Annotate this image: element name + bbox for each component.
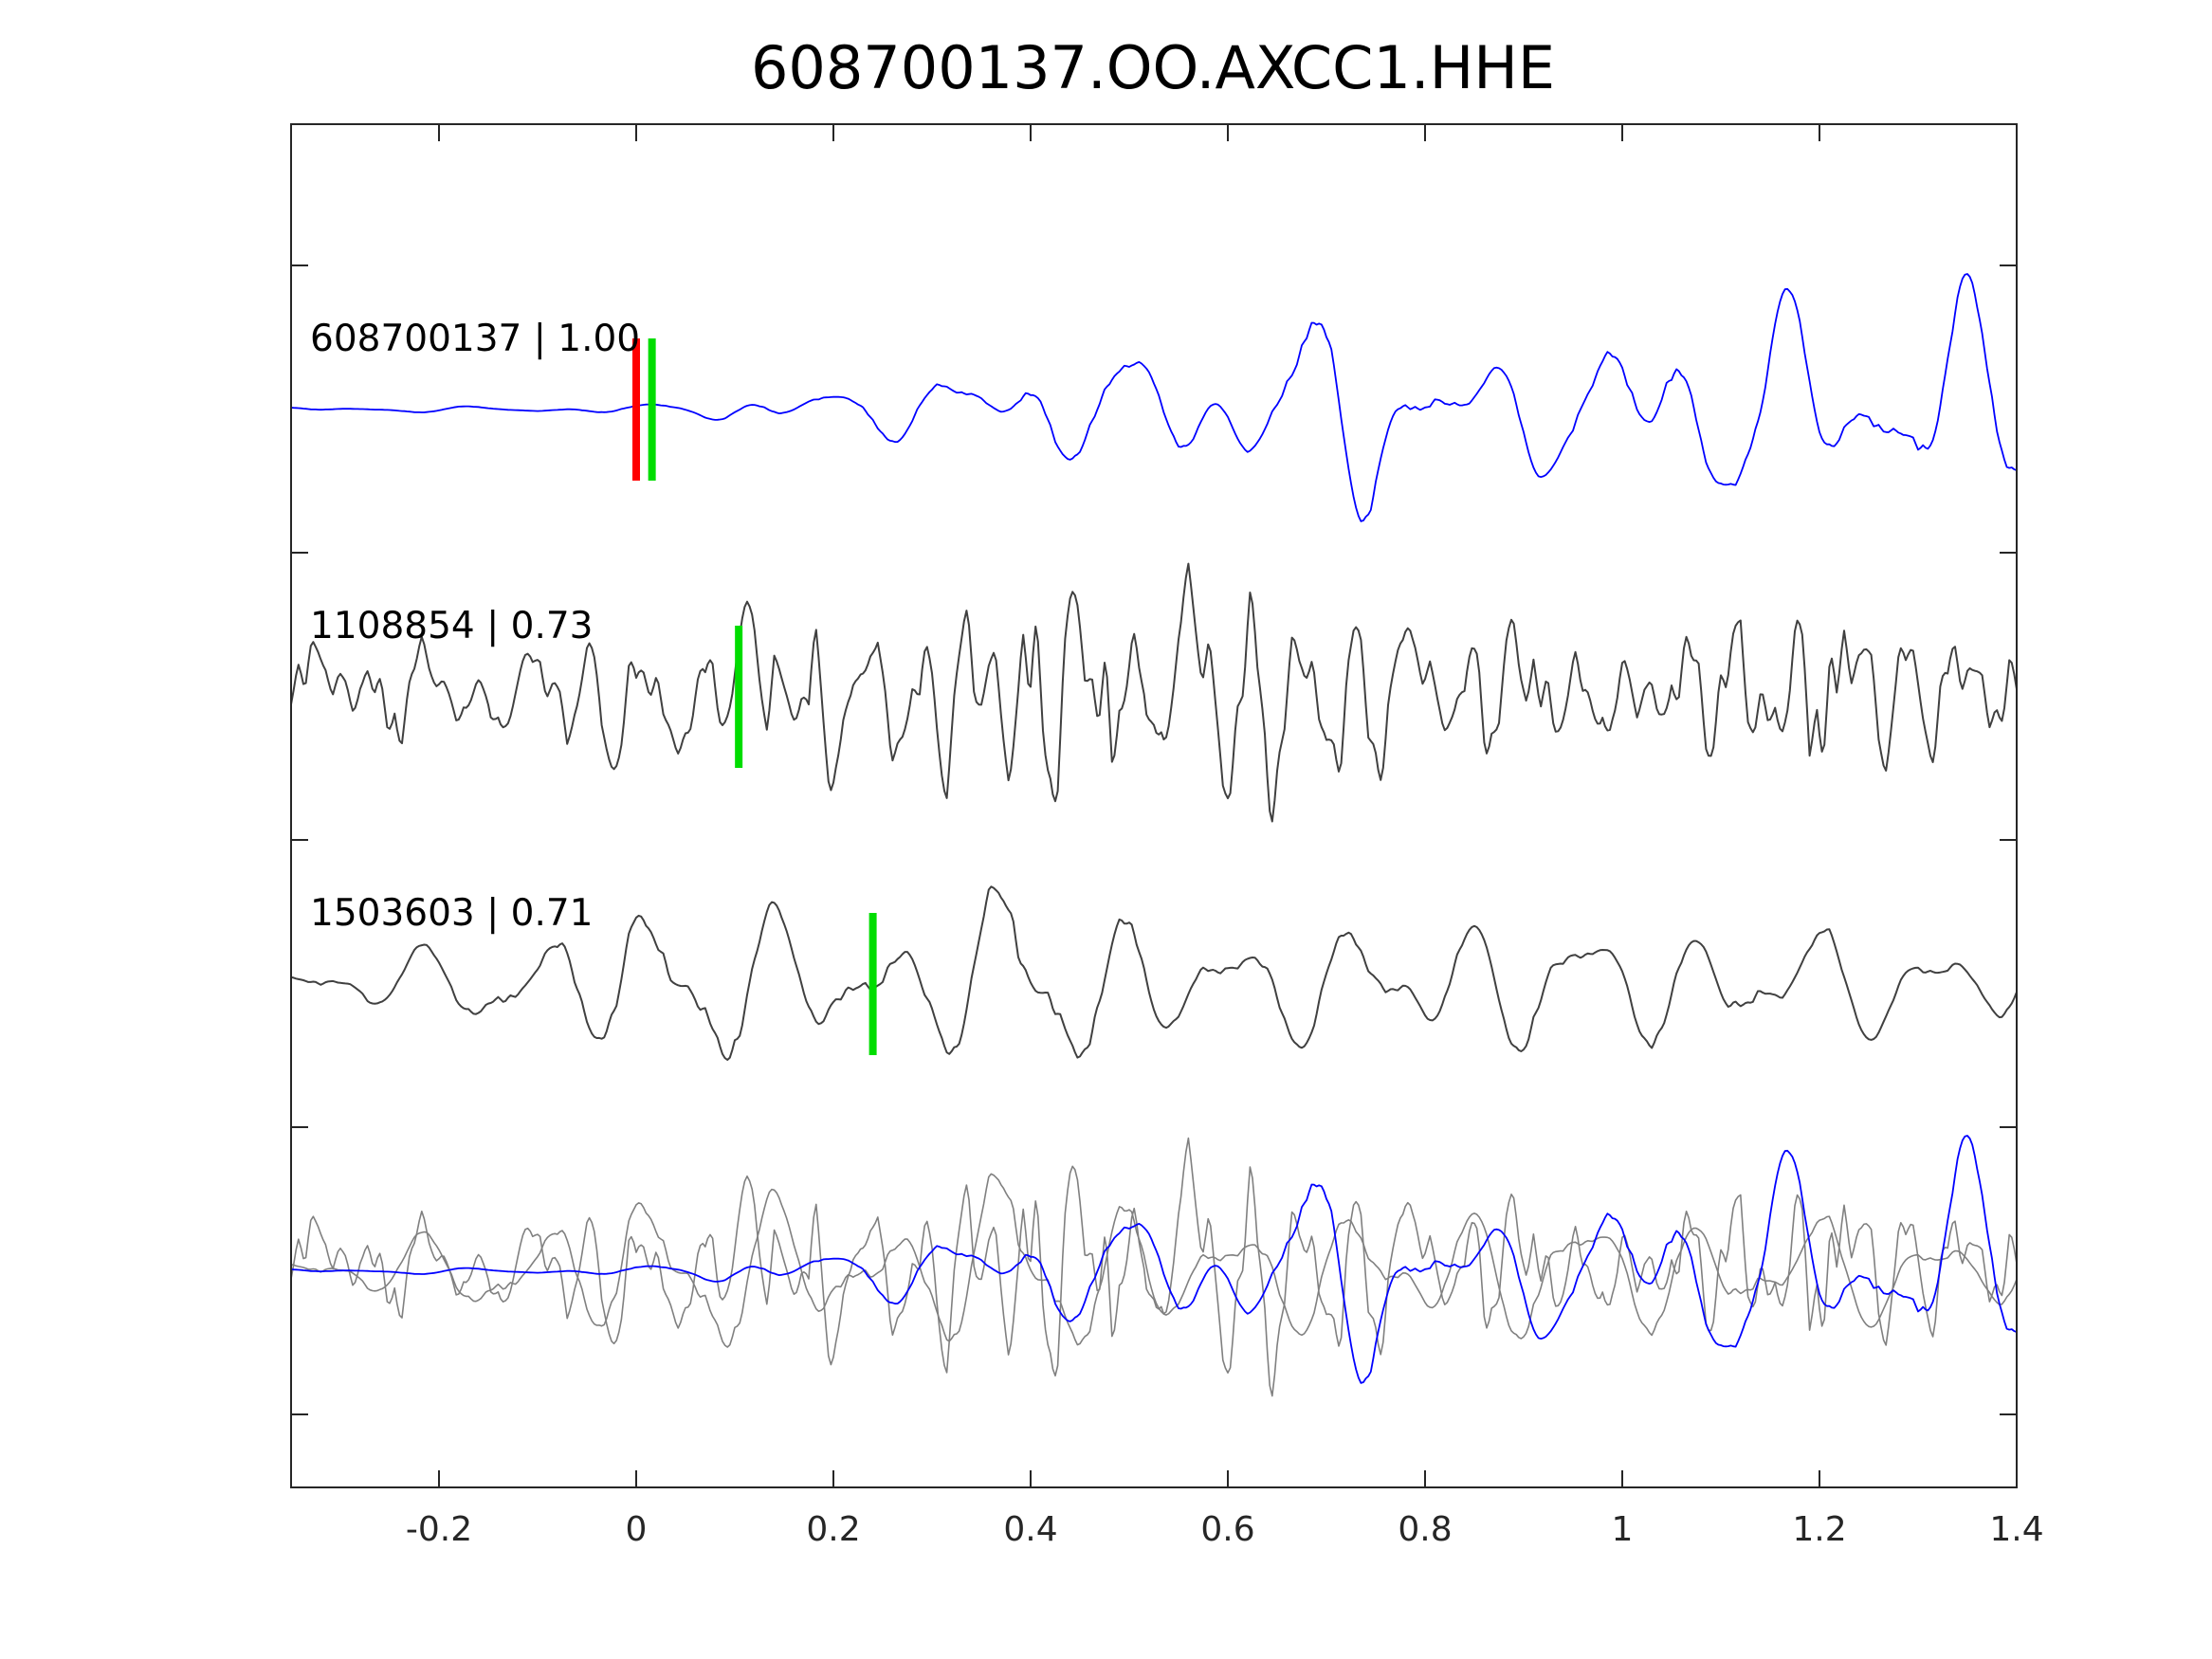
x-tick-label-5: 0.6 (1200, 1510, 1254, 1549)
x-tick-label-9: 1.4 (1989, 1510, 2043, 1549)
overlay-trace-3 (290, 1173, 2018, 1348)
trace-label-layer: 608700137 | 1.00 1108854 | 0.73 1503603 | … (310, 318, 640, 935)
trace-label-2: 1108854 | 0.73 (310, 605, 593, 647)
trace-label-1: 608700137 | 1.00 (310, 318, 640, 360)
axis-ticks (291, 124, 2018, 1487)
trace-layer (290, 273, 2018, 1397)
x-axis-tick-labels: -0.2 0 0.2 0.4 0.6 0.8 1 1.2 1.4 (406, 1510, 2044, 1549)
x-tick-label-7: 1 (1612, 1510, 1634, 1549)
trace-line-2 (290, 562, 2018, 823)
trace-line-3 (290, 885, 2018, 1061)
overlay-trace-2 (290, 1137, 2018, 1397)
overlay-trace-1 (290, 1135, 2018, 1384)
x-tick-label-3: 0.2 (806, 1510, 860, 1549)
x-tick-label-1: -0.2 (406, 1510, 472, 1549)
x-tick-label-4: 0.4 (1003, 1510, 1057, 1549)
x-tick-label-6: 0.8 (1398, 1510, 1452, 1549)
trace-line-1 (290, 273, 2018, 522)
trace-label-3: 1503603 | 0.71 (310, 892, 593, 935)
x-tick-label-2: 0 (626, 1510, 648, 1549)
plot-frame (290, 123, 2018, 1488)
chart-title: 608700137.OO.AXCC1.HHE (751, 33, 1555, 102)
pick-marker-layer (632, 338, 877, 1055)
x-tick-label-8: 1.2 (1792, 1510, 1846, 1549)
